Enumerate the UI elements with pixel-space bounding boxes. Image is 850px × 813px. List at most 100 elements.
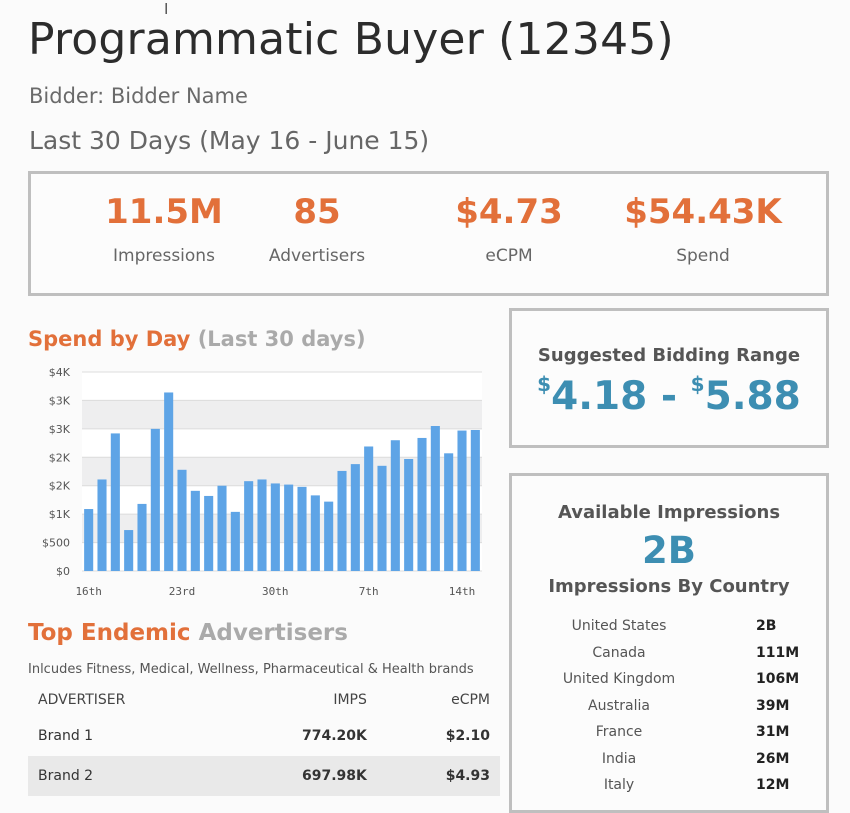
spend-by-day-title: Spend by Day (Last 30 days) [28,327,366,351]
chart-bar [297,486,307,571]
top-advertisers-note: Inlcudes Fitness, Medical, Wellness, Pha… [28,662,474,677]
advertiser-name: Brand 1 [38,728,94,744]
y-tick-label: $0 [56,565,70,578]
kpi-ecpm: $4.73 eCPM [409,192,609,266]
table-header-row: ADVERTISER IMPS eCPM [28,684,500,716]
country-value: 31M [756,724,790,740]
suggested-bidding-range: $4.18 - $5.88 [512,372,826,419]
y-tick-label: $3K [49,423,71,436]
chart-bar [364,446,374,571]
chart-bar [137,503,147,571]
country-name: Canada [592,644,646,661]
country-value: 39M [756,697,790,714]
list-item: India 26M [512,751,826,778]
top-title-a: Top Endemic [28,620,191,646]
text-cursor-icon: I [164,0,169,18]
chart-bar [230,511,240,571]
date-range: Last 30 Days (May 16 - June 15) [29,126,430,155]
chart-bar [350,464,360,571]
chart-bar [124,530,134,571]
list-item: United States 2B [512,618,826,645]
y-tick-label: $500 [42,537,70,550]
chart-bar [190,490,200,571]
country-list: United States 2B Canada 111M United Kingdo… [512,618,826,804]
x-tick-label: 23rd [169,585,196,598]
kpi-spend: $54.43K Spend [603,192,803,266]
available-impressions-panel: Available Impressions 2B Impressions By … [509,473,829,813]
kpi-label: Impressions [113,246,215,266]
bidder-name: Bidder: Bidder Name [29,84,248,108]
spend-title-sub: (Last 30 days) [197,327,366,351]
top-advertisers-title: Top Endemic Advertisers [28,620,348,646]
chart-bar [257,479,267,571]
advertiser-imps: 697.98K [214,756,377,796]
country-value: 2B [756,618,777,634]
chart-bar [310,495,320,571]
column-header-imps[interactable]: IMPS [333,692,367,708]
chart-bar [444,453,454,571]
chart-grid-band [82,400,482,429]
chart-bar [150,428,160,571]
column-header-ecpm[interactable]: eCPM [451,692,490,708]
kpi-impressions: 11.5M Impressions [64,192,264,266]
chart-bar [270,483,280,571]
country-value: 12M [756,777,790,793]
bid-low: 4.18 [551,374,648,419]
country-name: Australia [588,697,650,714]
country-value: 106M [756,671,800,687]
country-name: France [595,724,643,740]
table-row[interactable]: Brand 2 697.98K $4.93 [28,756,500,796]
currency-symbol: $ [690,372,705,396]
table-row[interactable]: Brand 1 774.20K $2.10 [28,716,500,756]
kpi-advertisers: 85 Advertisers [217,192,417,266]
list-item: Canada 111M [512,645,826,672]
list-item: France 31M [512,724,826,751]
chart-bar [337,470,347,571]
y-tick-label: $1K [49,508,71,521]
kpi-summary-panel: 11.5M Impressions 85 Advertisers $4.73 e… [28,171,829,296]
kpi-label: Advertisers [268,246,366,266]
kpi-value: $4.73 [455,192,563,232]
suggested-bidding-title: Suggested Bidding Range [537,345,801,366]
chart-bar [110,433,120,571]
advertiser-ecpm: $4.93 [376,756,500,796]
available-impressions-total: 2B [642,529,696,572]
impressions-by-country-title: Impressions By Country [548,576,790,597]
chart-bar [84,509,94,571]
page-title: Programmatic Buyer (12345) [28,14,674,65]
available-impressions-title: Available Impressions [557,502,781,523]
advertiser-imps: 774.20K [302,728,367,744]
country-name: Italy [603,777,635,793]
kpi-label: Spend [676,246,730,266]
kpi-value: $54.43K [624,192,782,232]
x-tick-label: 16th [75,585,102,598]
chart-bar [177,469,187,571]
chart-bar [417,437,427,571]
y-tick-label: $2K [49,451,71,464]
chart-bar [324,501,334,571]
spend-title-main: Spend by Day [28,327,191,351]
country-name: India [601,750,637,767]
list-item: Italy 12M [512,777,826,804]
chart-bar [244,481,254,571]
suggested-bidding-panel: Suggested Bidding Range $4.18 - $5.88 [509,308,829,448]
chart-bar [284,484,294,571]
advertiser-table: ADVERTISER IMPS eCPM Brand 1 774.20K $2.… [28,684,500,796]
country-name: United Kingdom [562,671,676,687]
chart-bar [204,495,214,571]
chart-bar [217,485,227,571]
y-tick-label: $4K [49,366,71,379]
spend-by-day-chart: $0 $500 $1K $2K $2K $3K $3K $4K 16th 23rd 30th 7th… [42,366,482,598]
chart-bar [97,479,107,571]
chart-bar [377,465,387,571]
chart-bar [164,392,174,571]
y-tick-label: $3K [49,394,71,407]
chart-bar [390,440,400,571]
chart-bar [404,458,414,571]
column-header-advertiser[interactable]: ADVERTISER [38,692,126,708]
country-value: 111M [756,644,800,661]
kpi-value: 85 [293,192,341,232]
chart-bar [470,429,480,571]
x-tick-label: 14th [449,585,476,598]
kpi-value: 11.5M [105,192,223,232]
